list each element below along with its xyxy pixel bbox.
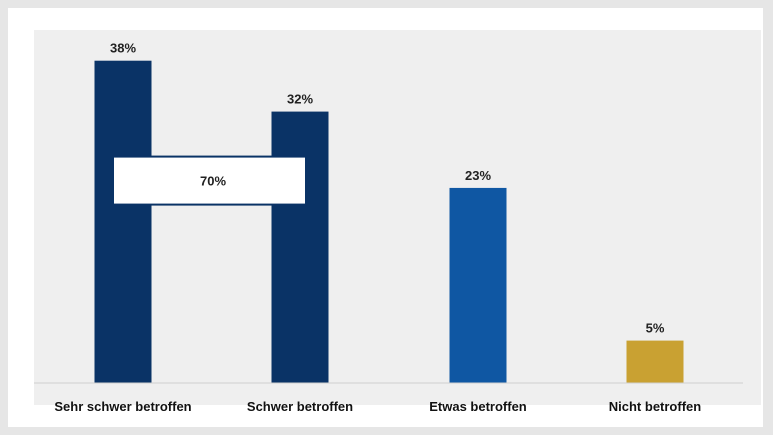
value-label-4: 5% (646, 321, 665, 336)
combined-annotation-label: 70% (200, 174, 226, 189)
bar-3 (449, 187, 507, 383)
value-label-2: 32% (287, 92, 313, 107)
bar-1 (94, 60, 152, 383)
bar-4 (626, 340, 684, 383)
value-label-1: 38% (110, 41, 136, 56)
value-label-3: 23% (465, 168, 491, 183)
category-label-2: Schwer betroffen (247, 399, 353, 414)
combined-annotation-box (112, 155, 307, 206)
category-label-1: Sehr schwer betroffen (54, 399, 191, 414)
combined-bracket: 70% (112, 155, 307, 206)
category-label-4: Nicht betroffen (609, 399, 702, 414)
bar-2 (271, 111, 329, 383)
category-label-3: Etwas betroffen (429, 399, 527, 414)
